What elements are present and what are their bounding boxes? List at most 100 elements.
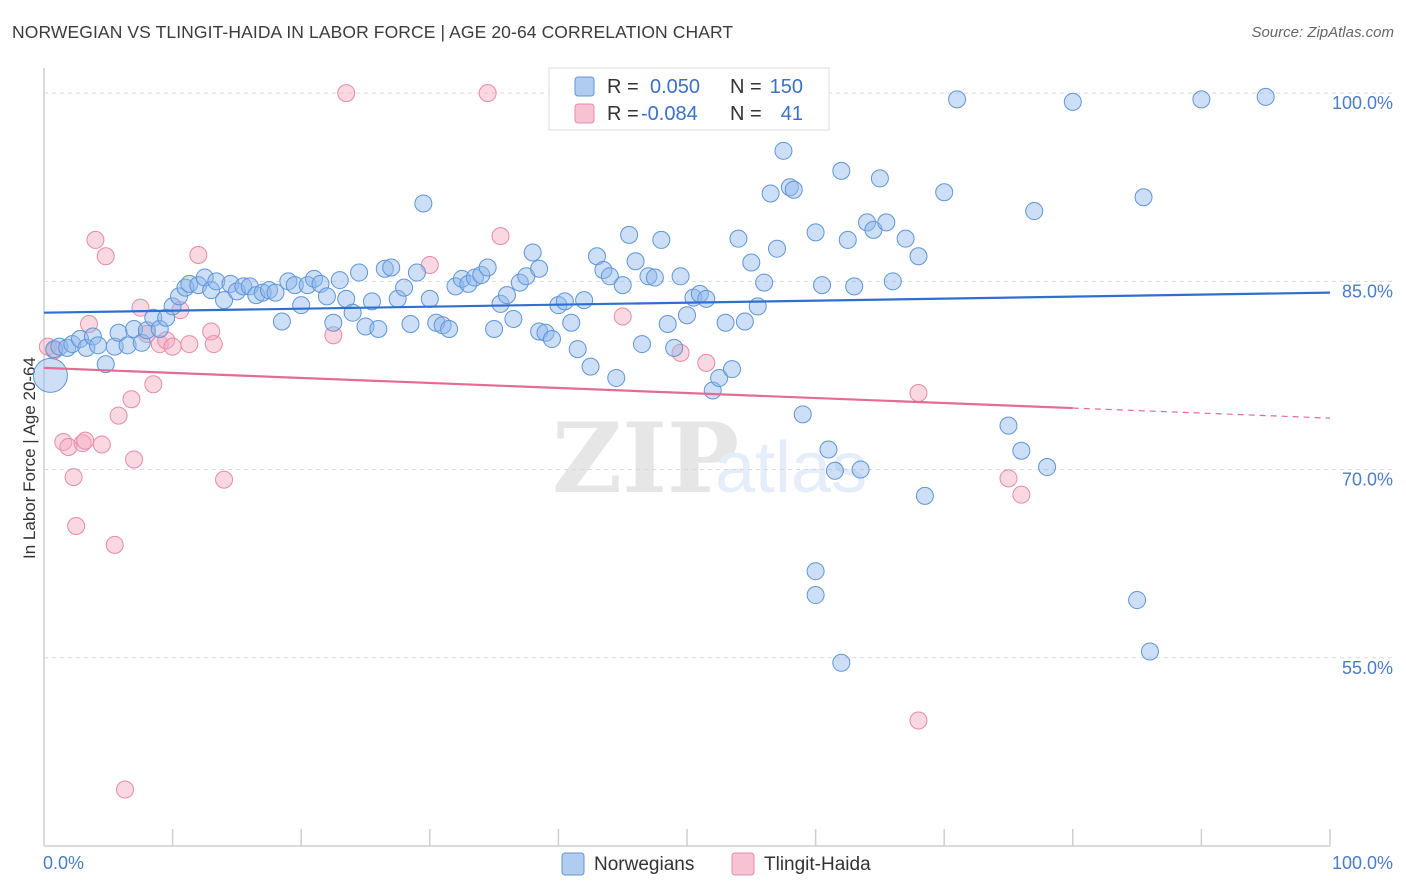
norwegian-point-62	[440, 320, 459, 339]
norwegian-point-70	[491, 294, 510, 313]
norwegian-point-94	[639, 267, 658, 286]
norwegian-point-122	[825, 461, 844, 480]
norwegian-point-96	[652, 230, 671, 249]
norwegian-point-52	[375, 259, 394, 278]
norwegian-point-124	[838, 230, 857, 249]
bottom-legend-swatch-tlingit-haida	[731, 852, 755, 876]
norwegian-point-142	[1128, 591, 1147, 610]
norwegian-point-1	[45, 340, 64, 359]
bottom-legend-label-tlingit-haida: Tlingit-Haida	[764, 854, 871, 875]
norwegian-point-108	[729, 229, 748, 248]
norwegian-point-90	[613, 276, 632, 295]
tlingit-haida-points	[38, 84, 1031, 799]
tlingit-haida-point-14	[122, 390, 141, 409]
norwegian-point-22	[180, 274, 199, 293]
norwegian-point-67	[472, 266, 491, 285]
legend-swatch-norwegians	[574, 76, 595, 97]
norwegian-point-127	[858, 213, 877, 232]
norwegian-point-113	[761, 184, 780, 203]
norwegian-point-69	[485, 320, 504, 339]
norwegian-point-146	[1256, 87, 1275, 106]
norwegian-point-71	[497, 286, 516, 305]
norwegian-point-145	[1192, 90, 1211, 109]
norwegian-point-81	[555, 292, 574, 311]
norwegian-point-56	[401, 314, 420, 333]
y-tick-labels: 55.0% 70.0% 85.0% 100.0%	[1332, 93, 1393, 678]
norwegian-point-38	[285, 276, 304, 295]
norwegian-point-10	[105, 337, 124, 356]
norwegian-point-9	[96, 355, 115, 374]
chart-title: NORWEGIAN VS TLINGIT-HAIDA IN LABOR FORC…	[12, 22, 734, 42]
tlingit-haida-point-3	[59, 437, 78, 456]
norwegian-point-125	[845, 277, 864, 296]
y-axis-title: In Labor Force | Age 20-64	[20, 357, 39, 559]
watermark-atlas: atlas	[715, 428, 867, 508]
tlingit-haida-point-36	[909, 384, 928, 403]
tlingit-haida-point-39	[1012, 485, 1031, 504]
norwegian-point-98	[665, 338, 684, 357]
tlingit-haida-point-38	[999, 469, 1018, 488]
norwegian-point-27	[215, 291, 234, 310]
norwegian-point-144	[1140, 642, 1159, 661]
x-tick-label-min: 0.0%	[43, 853, 84, 873]
norwegian-point-75	[523, 243, 542, 262]
y-tick-label-55: 55.0%	[1342, 658, 1393, 678]
norwegian-point-43	[317, 287, 336, 306]
norwegian-point-72	[504, 309, 523, 328]
norwegian-point-140	[1038, 458, 1057, 477]
norwegian-point-137	[999, 416, 1018, 435]
tlingit-haida-point-21	[163, 337, 182, 356]
norwegian-point-114	[768, 239, 787, 258]
trend-lines	[43, 291, 1331, 419]
legend-r-label-1: R =	[607, 76, 639, 98]
norwegian-point-131	[883, 272, 902, 291]
tlingit-haida-point-40	[76, 431, 95, 450]
norwegian-point-79	[542, 330, 561, 349]
norwegian-point-112	[755, 273, 774, 292]
norwegian-point-103	[697, 289, 716, 308]
norwegian-point-92	[626, 252, 645, 271]
norwegian-point-16	[144, 308, 163, 327]
norwegian-point-95	[645, 268, 664, 287]
tlingit-haida-point-6	[73, 434, 92, 453]
norwegian-point-117	[784, 180, 803, 199]
norwegian-point-136	[948, 90, 967, 109]
norwegian-point-147	[806, 562, 825, 581]
norwegian-point-123	[832, 161, 851, 180]
norwegian-point-93	[632, 335, 651, 354]
norwegian-point-57	[407, 263, 426, 282]
norwegian-point-91	[620, 225, 639, 244]
norwegian-points	[32, 87, 1275, 672]
series-legend: Norwegians Tlingit-Haida	[561, 852, 871, 876]
stats-legend-box	[548, 67, 830, 131]
norwegian-point-149	[832, 653, 851, 672]
tlingit-haida-point-5	[67, 517, 86, 536]
norwegian-point-39	[292, 296, 311, 315]
norwegian-point-25	[202, 281, 221, 300]
norwegian-point-8	[89, 336, 108, 355]
norwegian-point-83	[568, 340, 587, 359]
norwegian-point-82	[562, 313, 581, 332]
tlingit-haida-point-12	[109, 406, 128, 425]
tlingit-haida-point-15	[125, 450, 144, 469]
norwegian-point-134	[915, 486, 934, 505]
tlingit-haida-point-10	[96, 247, 115, 266]
norwegian-point-99	[671, 267, 690, 286]
tlingit-haida-point-31	[478, 84, 497, 103]
norwegian-point-139	[1025, 202, 1044, 221]
norwegian-point-107	[723, 360, 742, 379]
norwegian-point-84	[575, 291, 594, 310]
tlingit-haida-point-8	[86, 230, 105, 249]
norwegian-point-148	[806, 586, 825, 605]
legend-n-label-1: N =	[730, 76, 762, 98]
norwegian-point-120	[813, 276, 832, 295]
norwegian-point-110	[742, 253, 761, 272]
legend-r-value-2: -0.084	[641, 103, 698, 125]
norwegian-point-53	[382, 258, 401, 277]
norwegian-point-130	[877, 213, 896, 232]
legend-n-value-2: 41	[781, 103, 803, 125]
norwegian-point-115	[774, 141, 793, 160]
norwegian-point-141	[1063, 92, 1082, 111]
norwegian-point-17	[150, 320, 169, 339]
x-tick-label-max: 100.0%	[1332, 853, 1393, 873]
